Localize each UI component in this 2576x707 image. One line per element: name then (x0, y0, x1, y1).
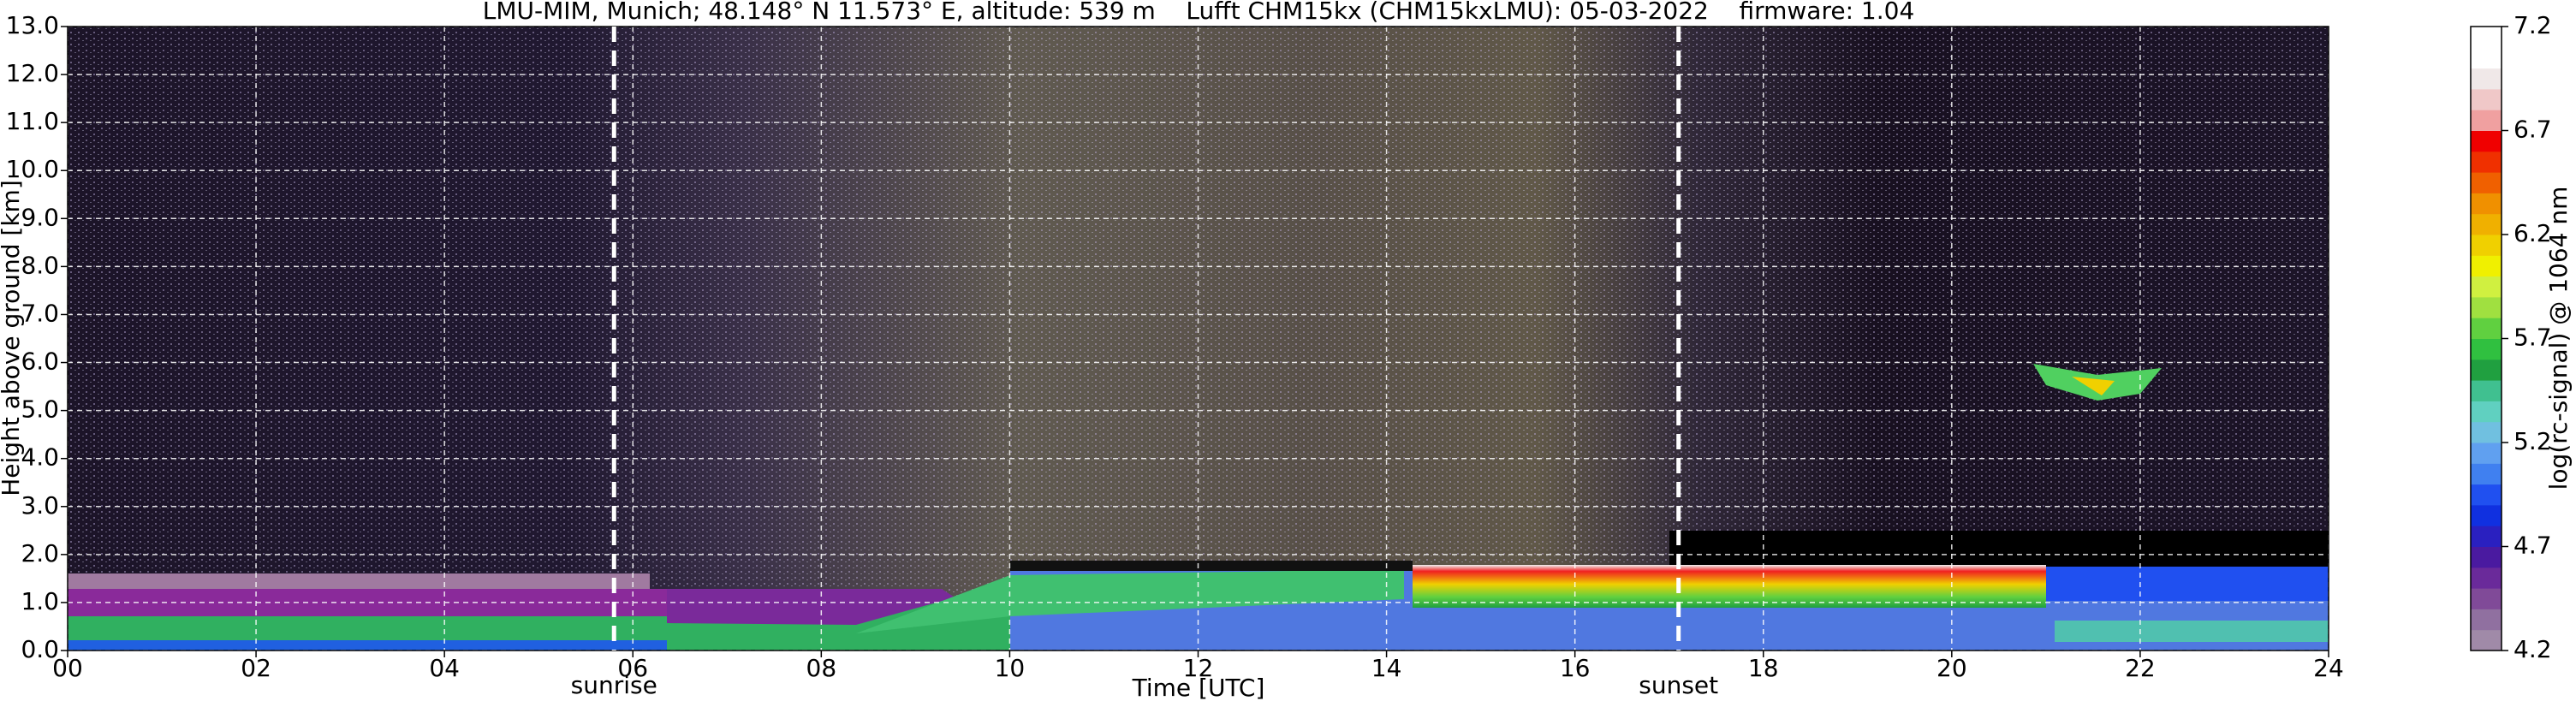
colorbar-segment (2471, 172, 2502, 193)
y-tick-label: 0.0 (21, 635, 59, 663)
colorbar-label: log(rc-signal) @ 1064 nm (2544, 187, 2573, 490)
colorbar-segment (2471, 318, 2502, 339)
colorbar-segment (2471, 526, 2502, 547)
chart-title: LMU-MIM, Munich; 48.148° N 11.573° E, al… (483, 0, 1915, 25)
colorbar-segment (2471, 567, 2502, 589)
y-tick-label: 12.0 (6, 59, 59, 87)
annotation-label: sunrise (571, 671, 657, 699)
x-tick-label: 14 (1371, 654, 1402, 682)
colorbar-segment (2471, 88, 2502, 110)
x-tick-label: 12 (1183, 654, 1214, 682)
colorbar-segment (2471, 193, 2502, 215)
colorbar-segment (2471, 443, 2502, 464)
colorbar-segment (2471, 213, 2502, 235)
colorbar-segment (2471, 484, 2502, 506)
colorbar-segment (2471, 338, 2502, 360)
colorbar-segment (2471, 359, 2502, 381)
y-tick-label: 1.0 (21, 587, 59, 615)
colorbar-segment (2471, 296, 2502, 318)
x-tick-label: 08 (806, 654, 837, 682)
colorbar-tick-label: 5.7 (2514, 324, 2552, 352)
colorbar-segment (2471, 27, 2502, 48)
y-tick-label: 9.0 (21, 203, 59, 231)
colorbar-segment (2471, 130, 2502, 152)
annotation-label: sunset (1639, 671, 1718, 699)
colorbar-segment (2471, 401, 2502, 423)
colorbar-tick-label: 4.7 (2514, 532, 2552, 560)
y-tick-label: 7.0 (21, 299, 59, 327)
colorbar-tick-label: 6.2 (2514, 219, 2552, 247)
x-tick-label: 02 (241, 654, 271, 682)
y-tick-label: 13.0 (6, 11, 59, 39)
colorbar-segment (2471, 47, 2502, 69)
colorbar-segment (2471, 235, 2502, 256)
x-tick-label: 06 (617, 654, 648, 682)
colorbar-segment (2471, 380, 2502, 401)
colorbar-segment (2471, 276, 2502, 298)
colorbar-segment (2471, 255, 2502, 277)
colorbar-segment (2471, 463, 2502, 485)
colorbar-segment (2471, 504, 2502, 526)
colorbar-tick-label: 4.2 (2514, 635, 2552, 663)
y-tick-label: 6.0 (21, 348, 59, 376)
y-tick-label: 2.0 (21, 539, 59, 567)
y-tick-label: 5.0 (21, 395, 59, 424)
colorbar-tick-label: 7.2 (2514, 11, 2552, 39)
y-axis-label: Height above ground [km] (0, 180, 25, 496)
colorbar-tick-label: 5.2 (2514, 427, 2552, 455)
x-axis-label: Time [UTC] (1132, 674, 1265, 702)
x-tick-label: 24 (2313, 654, 2344, 682)
colorbar-tick-label: 6.7 (2514, 116, 2552, 144)
x-tick-label: 22 (2125, 654, 2156, 682)
colorbar-segment (2471, 609, 2502, 631)
y-tick-label: 11.0 (6, 107, 59, 135)
colorbar-segment (2471, 151, 2502, 173)
x-tick-label: 10 (995, 654, 1026, 682)
y-tick-label: 10.0 (6, 155, 59, 183)
x-tick-label: 04 (429, 654, 460, 682)
x-tick-label: 16 (1560, 654, 1591, 682)
x-tick-label: 20 (1936, 654, 1967, 682)
y-tick-label: 4.0 (21, 443, 59, 472)
colorbar-segment (2471, 110, 2502, 131)
x-tick-label: 18 (1748, 654, 1779, 682)
x-tick-label: 00 (52, 654, 83, 682)
y-tick-label: 8.0 (21, 251, 59, 279)
colorbar-segment (2471, 546, 2502, 568)
colorbar-segment (2471, 629, 2502, 651)
y-tick-label: 3.0 (21, 491, 59, 520)
colorbar-segment (2471, 421, 2502, 443)
colorbar-segment (2471, 588, 2502, 609)
colorbar-segment (2471, 68, 2502, 90)
